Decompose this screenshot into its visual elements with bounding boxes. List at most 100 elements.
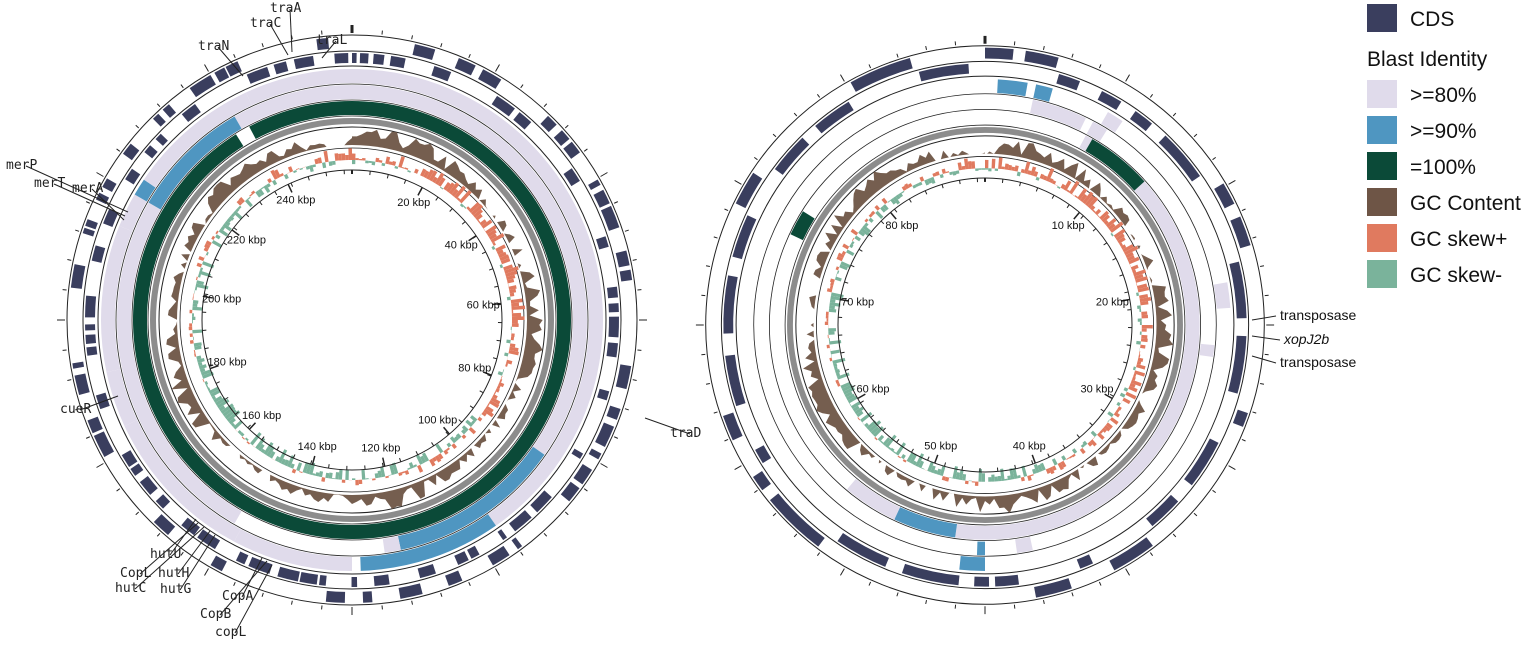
outer-tick — [632, 259, 637, 261]
genome-map: 10 kbp 20 kbp 30 kbp 40 kbp 50 kbp 60 kbp 70 k… — [695, 35, 1275, 615]
gc-skew — [829, 340, 842, 345]
gc-skew — [237, 205, 242, 210]
gc-skew — [362, 158, 366, 161]
legend-label: GC skew+ — [1410, 228, 1507, 251]
ring-line — [158, 126, 546, 514]
gc-skew — [194, 286, 198, 291]
outer-tick — [734, 465, 742, 470]
gc-skew — [958, 470, 964, 481]
cds — [530, 490, 552, 513]
gc-skew — [854, 235, 861, 242]
gc-skew — [496, 385, 501, 390]
major-tick — [492, 302, 502, 306]
gc-skew — [374, 473, 379, 479]
scale-label: 80 kbp — [885, 220, 918, 232]
outer-tick — [583, 148, 588, 152]
gc-skew — [1033, 171, 1039, 177]
gene-label: hutH — [158, 566, 189, 581]
outer-tick — [624, 229, 629, 232]
gc-skew — [410, 171, 415, 173]
gc-skew — [352, 478, 356, 480]
inner-tick — [481, 251, 486, 255]
gc-skew — [1027, 170, 1032, 175]
gc-skew — [511, 312, 522, 317]
cds — [1056, 74, 1081, 91]
gc-skew — [945, 171, 950, 174]
gc-skew — [836, 255, 844, 262]
gc-skew — [1082, 440, 1088, 446]
legend-swatch — [1367, 260, 1397, 288]
gc-skew — [841, 384, 854, 392]
gc-skew — [485, 225, 497, 235]
cds — [1214, 183, 1235, 209]
gc-skew — [1101, 427, 1107, 433]
gc-skew — [1014, 165, 1019, 172]
gc-skew — [994, 168, 999, 171]
gc-skew — [218, 405, 226, 412]
gc-skew — [506, 274, 516, 281]
gc-skew — [1007, 164, 1012, 171]
gc-skew — [856, 410, 864, 418]
gc-skew — [446, 182, 455, 193]
ring-line — [816, 156, 1154, 494]
outer-tick — [840, 74, 845, 82]
gc-skew — [892, 450, 897, 454]
outer-tick — [734, 180, 742, 185]
gc-skew — [495, 244, 506, 252]
gc-skew — [836, 382, 841, 387]
cds — [608, 316, 619, 338]
scale-label: 200 kbp — [202, 293, 241, 305]
gene-label: traA — [270, 1, 301, 16]
gc-skew — [850, 228, 859, 236]
gc-skew — [862, 422, 865, 425]
gc-skew — [941, 168, 947, 174]
outer-tick — [468, 53, 471, 59]
blast-hit — [1033, 84, 1053, 102]
cds — [189, 74, 216, 98]
gc-skew — [487, 229, 497, 238]
gc-skew — [235, 429, 238, 433]
gc-skew — [1139, 308, 1142, 313]
inner-tick — [259, 201, 263, 206]
gc-skew — [331, 160, 336, 166]
cds — [85, 219, 98, 230]
gc-skew — [830, 295, 843, 301]
gc-skew — [375, 157, 380, 163]
major-tick — [417, 187, 423, 196]
gc-skew — [975, 168, 979, 171]
scale-label: 60 kbp — [856, 384, 889, 396]
cds — [732, 215, 757, 260]
outer-tick — [440, 43, 443, 48]
inner-tick — [1112, 257, 1117, 261]
gc-skew — [468, 427, 477, 435]
leader-line — [91, 188, 125, 221]
gc-skew — [189, 309, 193, 314]
gc-skew — [1107, 419, 1110, 423]
outer-tick — [753, 156, 758, 161]
ring-line — [735, 75, 1235, 575]
leader-line — [644, 417, 691, 435]
cds — [70, 264, 86, 289]
gc-skew — [222, 406, 236, 417]
gc-skew — [1092, 437, 1095, 440]
cds — [994, 574, 1020, 587]
gc-skew — [205, 251, 209, 256]
gc-skew — [198, 255, 205, 262]
gc-skew — [836, 270, 840, 274]
gc-skew — [365, 160, 369, 164]
gc-skew — [198, 364, 207, 370]
gc-skew — [193, 342, 202, 347]
blast-hit — [1199, 343, 1215, 358]
gc-skew — [846, 393, 856, 401]
gc-skew — [189, 323, 193, 327]
cds — [72, 361, 85, 369]
gc-skew — [401, 166, 405, 169]
gc-skew — [828, 331, 835, 335]
blast-hit — [360, 514, 496, 571]
gc-skew — [477, 219, 481, 224]
gc-skew — [312, 164, 317, 168]
gc-skew — [829, 302, 841, 307]
inner-tick — [1076, 434, 1080, 438]
gc-skew — [866, 420, 877, 430]
gc-skew — [193, 293, 195, 297]
